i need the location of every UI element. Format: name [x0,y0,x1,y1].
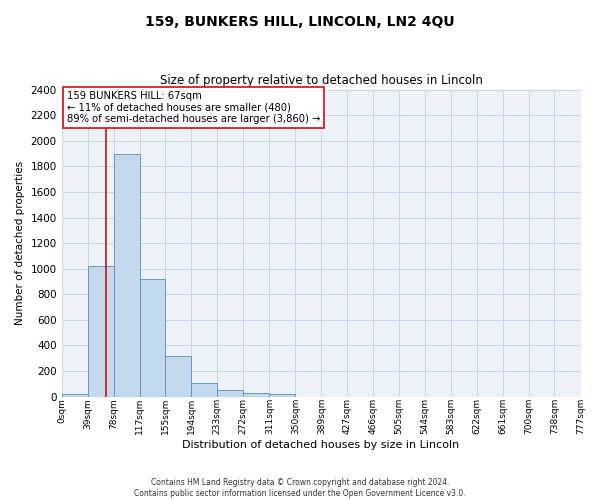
Bar [191,383,217,396]
Bar [165,356,191,397]
Text: 159, BUNKERS HILL, LINCOLN, LN2 4QU: 159, BUNKERS HILL, LINCOLN, LN2 4QU [145,15,455,29]
Title: Size of property relative to detached houses in Lincoln: Size of property relative to detached ho… [160,74,482,87]
Bar [88,266,114,396]
X-axis label: Distribution of detached houses by size in Lincoln: Distribution of detached houses by size … [182,440,460,450]
Bar [217,390,243,396]
Text: 159 BUNKERS HILL: 67sqm
← 11% of detached houses are smaller (480)
89% of semi-d: 159 BUNKERS HILL: 67sqm ← 11% of detache… [67,91,320,124]
Bar [269,394,295,396]
Bar [114,154,140,396]
Text: Contains HM Land Registry data © Crown copyright and database right 2024.
Contai: Contains HM Land Registry data © Crown c… [134,478,466,498]
Bar [140,279,165,396]
Bar [243,393,269,396]
Bar [62,394,88,396]
Y-axis label: Number of detached properties: Number of detached properties [15,161,25,325]
